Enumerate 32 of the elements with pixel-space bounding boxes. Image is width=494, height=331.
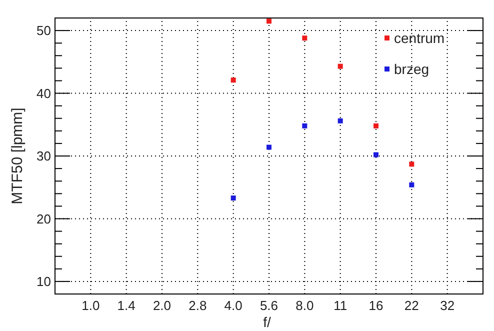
x-tick-label: 4.0 (224, 298, 242, 313)
point (338, 118, 343, 124)
y-tick-label: 40 (36, 86, 51, 101)
y-tick-label: 10 (36, 274, 51, 290)
point (302, 123, 308, 128)
point (266, 144, 272, 150)
x-tick-label: 1.0 (82, 298, 100, 313)
x-tick-label: 5.6 (260, 298, 278, 313)
x-tick-label: 8.0 (296, 298, 314, 313)
point (230, 78, 236, 83)
point (302, 36, 308, 41)
x-tick-label: 11 (334, 298, 348, 313)
y-tick-label: 50 (36, 23, 51, 38)
legend-label: brzeg (394, 60, 430, 77)
y-tick-label: 30 (36, 148, 51, 164)
x-axis-title: f/ (263, 314, 271, 330)
x-tick-label: 2.0 (152, 298, 172, 313)
point (338, 64, 343, 69)
y-axis-title: MTF50 [lpmm] (9, 108, 26, 204)
point (409, 182, 414, 188)
x-tick-label: 1.4 (117, 298, 136, 313)
point (374, 123, 378, 128)
y-tick-label: 20 (36, 211, 51, 226)
point (409, 162, 414, 167)
x-tick-label: 22 (404, 298, 419, 313)
legend-label: centrum (394, 30, 445, 46)
point (374, 152, 378, 158)
x-tick-label: 2.8 (188, 298, 207, 313)
point (266, 18, 272, 24)
point (230, 196, 236, 201)
x-tick-label: 32 (440, 298, 455, 313)
x-tick-label: 16 (368, 298, 384, 313)
